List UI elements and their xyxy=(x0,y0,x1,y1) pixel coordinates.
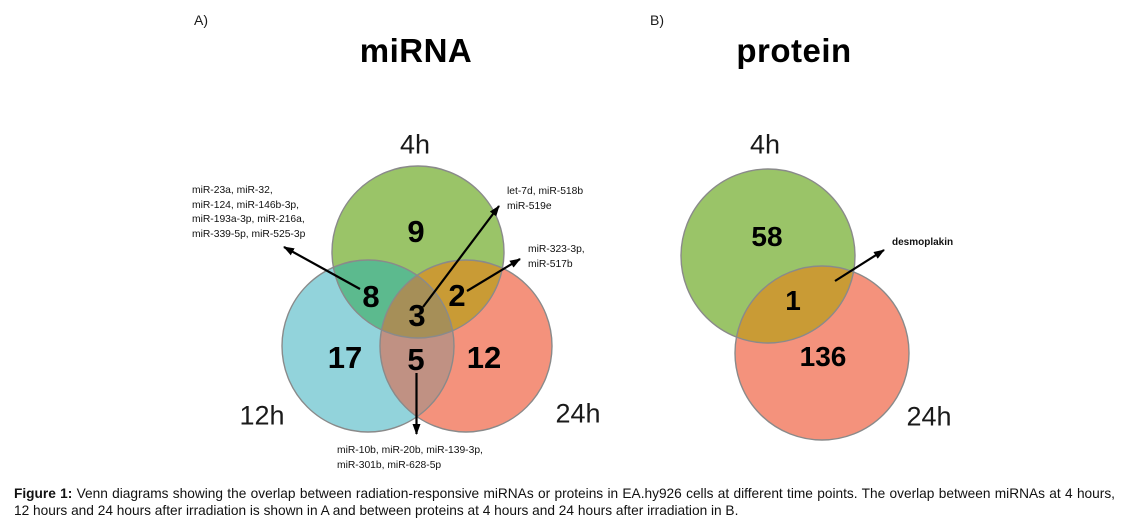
caption-figure-number: Figure 1: xyxy=(14,486,73,501)
set-label-b-4h: 4h xyxy=(749,129,781,160)
annotation-center-list: let-7d, miR-518b miR-519e xyxy=(507,185,583,214)
annotation-line: miR-23a, miR-32, xyxy=(192,185,273,196)
count-a-triple: 3 xyxy=(408,298,426,333)
set-label-a-24h: 24h xyxy=(555,398,601,429)
count-a-12h-only: 17 xyxy=(327,340,363,375)
annotation-4h12h-list: miR-23a, miR-32, miR-124, miR-146b-3p, m… xyxy=(192,184,305,242)
count-b-overlap: 1 xyxy=(785,285,801,316)
annotation-desmoplakin: desmoplakin xyxy=(892,237,954,248)
set-label-b-24h: 24h xyxy=(906,401,952,432)
venn-canvas xyxy=(281,165,910,441)
arrow-to-center-list xyxy=(422,205,500,308)
venn-a-4h-outline xyxy=(331,165,505,339)
annotation-line: miR-517b xyxy=(528,258,573,270)
annotation-line: let-7d, miR-518b xyxy=(507,186,584,197)
annotation-line: miR-519e xyxy=(507,200,552,212)
set-label-a-4h: 4h xyxy=(399,129,431,160)
venn-b-overlap xyxy=(735,266,855,343)
caption-text: Venn diagrams showing the overlap betwee… xyxy=(14,486,1115,519)
arrow-to-desmoplakin xyxy=(834,249,885,282)
arrow-to-4h12h-list xyxy=(283,246,361,290)
panel-b-title: protein xyxy=(736,32,852,69)
annotation-line: miR-193a-3p, miR-216a, xyxy=(192,214,305,226)
annotation-line: miR-301b, miR-628-5p xyxy=(337,459,442,471)
venn-a-triple-overlap xyxy=(380,260,454,338)
count-a-4h-12h: 8 xyxy=(362,279,380,314)
annotation-4h24h-list: miR-323-3p, miR-517b xyxy=(528,243,585,272)
count-a-4h-only: 9 xyxy=(407,214,425,249)
annotation-line: miR-10b, miR-20b, miR-139-3p, xyxy=(337,445,483,456)
venn-a-12h-outline xyxy=(281,259,455,433)
annotation-line: miR-124, miR-146b-3p, xyxy=(192,199,300,211)
panel-b-label: B) xyxy=(650,12,664,28)
panel-a-label: A) xyxy=(194,12,208,28)
count-b-24h-only: 136 xyxy=(799,341,847,372)
venn-a-24h-outline xyxy=(379,259,553,433)
panel-a-title: miRNA xyxy=(359,32,473,69)
count-a-4h-24h: 2 xyxy=(448,278,466,313)
venn-b-4h-outline xyxy=(680,168,856,344)
set-label-a-12h: 12h xyxy=(239,400,285,431)
arrow-to-4h24h-list xyxy=(466,258,521,292)
count-a-24h-only: 12 xyxy=(466,340,502,375)
annotation-12h24h-list: miR-10b, miR-20b, miR-139-3p, miR-301b, … xyxy=(337,444,483,473)
annotation-line: miR-339-5p, miR-525-3p xyxy=(192,228,306,240)
venn-b-24h-outline xyxy=(734,265,910,441)
annotation-line: miR-323-3p, xyxy=(528,244,585,255)
count-b-4h-only: 58 xyxy=(751,221,783,252)
count-a-12h-24h: 5 xyxy=(407,342,425,377)
figure-caption: Figure 1: Venn diagrams showing the over… xyxy=(14,485,1115,520)
